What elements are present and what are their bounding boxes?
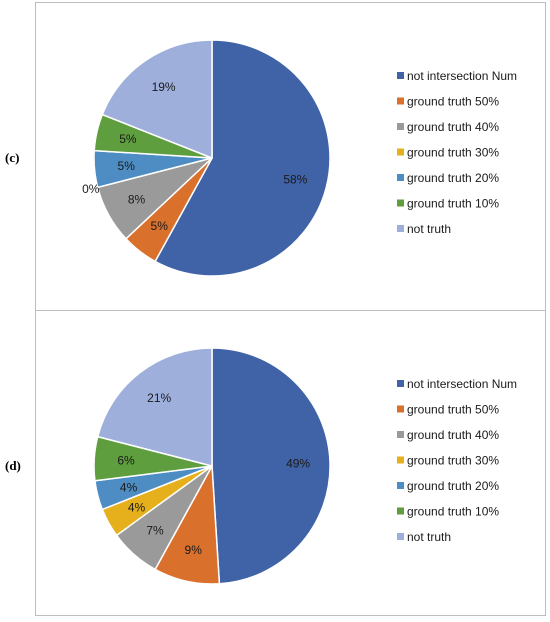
legend-item-d-ground-truth-10: ground truth 10%: [407, 505, 499, 519]
legend-swatch-d-not-truth: [397, 533, 404, 540]
legend-item-d-not-truth: not truth: [407, 530, 451, 544]
data-label-d-ground-truth-50: 9%: [185, 543, 203, 557]
panel-divider: [35, 310, 546, 311]
legend-swatch-c-ground-truth-20: [397, 174, 404, 181]
pie-chart-c: 58% 5% 8% 0% 5% 5% 19% not intersection Num grou…: [82, 39, 517, 277]
pie-slice-d-not-truth: [96, 347, 213, 467]
data-label-d-not-intersection-num: 49%: [286, 456, 310, 470]
legend-swatch-c-not-truth: [397, 225, 404, 232]
legend-swatch-d-ground-truth-50: [397, 405, 404, 413]
legend-item-d-ground-truth-50: ground truth 50%: [407, 403, 499, 417]
data-label-d-ground-truth-30: 4%: [128, 501, 146, 515]
legend-swatch-d-ground-truth-10: [397, 507, 404, 515]
legend-swatch-c-ground-truth-10: [397, 199, 404, 207]
legend-swatch-d-ground-truth-40: [397, 431, 404, 438]
data-label-d-not-truth: 21%: [147, 391, 171, 405]
pie-slice-c-not-truth: [101, 39, 213, 160]
legend-item-c-ground-truth-50: ground truth 50%: [407, 95, 499, 109]
legend-item-d-ground-truth-30: ground truth 30%: [407, 454, 499, 468]
legend-swatch-c-not-intersection-num: [397, 72, 404, 79]
data-label-d-ground-truth-10: 6%: [117, 454, 135, 468]
data-label-c-not-intersection-num: 58%: [283, 172, 307, 186]
legend-item-c-not-intersection-num: not intersection Num: [407, 69, 517, 83]
figure-frame: [35, 2, 546, 616]
legend-item-c-not-truth: not truth: [407, 222, 451, 236]
legend-item-c-ground-truth-30: ground truth 30%: [407, 146, 499, 160]
legend-item-d-ground-truth-20: ground truth 20%: [407, 479, 499, 493]
legend-item-d-ground-truth-40: ground truth 40%: [407, 428, 499, 442]
legend-swatch-d-ground-truth-20: [397, 482, 404, 489]
panel-label-d: (d): [5, 458, 21, 473]
data-label-d-ground-truth-40: 7%: [146, 524, 164, 538]
data-label-c-ground-truth-30: 0%: [82, 182, 100, 196]
data-label-c-ground-truth-10: 5%: [119, 132, 137, 146]
pie-chart-d: 49%9%7%4%4%6%21%not intersection Numgrou…: [93, 347, 517, 585]
legend-swatch-c-ground-truth-40: [397, 123, 404, 130]
legend-item-c-ground-truth-10: ground truth 10%: [407, 197, 499, 211]
pie-slice-c-not-intersection-num: [154, 39, 331, 277]
legend-item-c-ground-truth-40: ground truth 40%: [407, 120, 499, 134]
legend-item-d-not-intersection-num: not intersection Num: [407, 377, 517, 391]
data-label-d-ground-truth-20: 4%: [120, 480, 138, 494]
data-label-c-ground-truth-50: 5%: [151, 219, 169, 233]
data-label-c-not-truth: 19%: [152, 80, 176, 94]
legend-swatch-d-not-intersection-num: [397, 380, 404, 387]
panel-label-c: (c): [5, 150, 20, 165]
data-label-c-ground-truth-40: 8%: [128, 193, 146, 207]
legend-item-c-ground-truth-20: ground truth 20%: [407, 171, 499, 185]
data-label-c-ground-truth-20: 5%: [118, 159, 136, 173]
pie-slice-d-not-intersection-num: [211, 347, 331, 585]
legend-swatch-c-ground-truth-50: [397, 97, 404, 105]
legend-swatch-d-ground-truth-30: [397, 456, 404, 464]
legend-swatch-c-ground-truth-30: [397, 148, 404, 156]
